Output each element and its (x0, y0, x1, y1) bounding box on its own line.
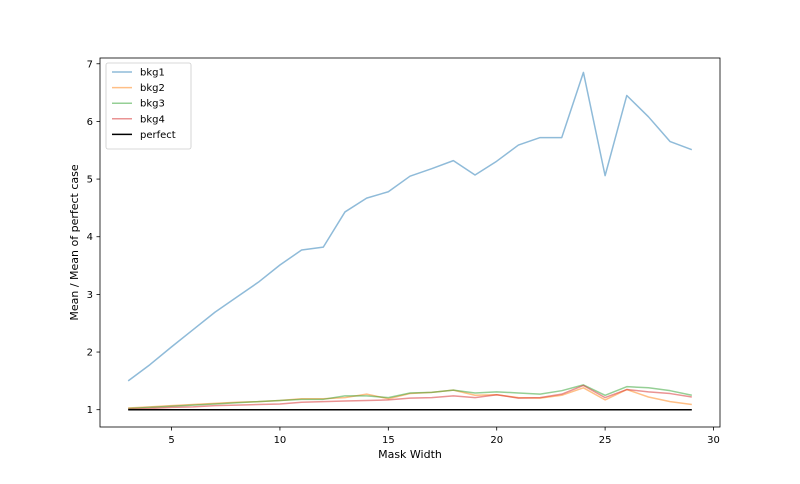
y-tick-label: 3 (87, 290, 93, 301)
y-tick-label: 4 (87, 232, 93, 243)
legend-label-bkg2: bkg2 (140, 83, 165, 94)
x-tick-label: 15 (382, 435, 395, 446)
legend-box (105, 62, 192, 150)
axes: 5 10 15 20 25 30 1 2 3 4 5 6 7 (87, 57, 721, 446)
x-tick-label: 25 (599, 435, 612, 446)
x-tick-label: 10 (274, 435, 287, 446)
series-line-bkg1 (127, 71, 693, 382)
y-tick-label: 1 (87, 405, 93, 416)
series-line-bkg3 (128, 384, 692, 410)
y-tick-label: 5 (87, 175, 93, 186)
legend-label-bkg3: bkg3 (140, 99, 165, 110)
legend-label-bkg4: bkg4 (140, 114, 165, 125)
y-axis-label: Mean / Mean of perfect case (68, 164, 81, 321)
legend-label-bkg1: bkg1 (140, 68, 165, 79)
y-tick-label: 6 (87, 117, 93, 128)
x-tick-label: 30 (707, 435, 720, 446)
legend-label-perfect: perfect (140, 130, 176, 141)
y-tick-label: 2 (87, 348, 93, 359)
plot-frame (99, 57, 721, 428)
x-tick-label: 5 (168, 435, 174, 446)
x-tick-label: 20 (490, 435, 503, 446)
series-lines (127, 71, 693, 411)
series-line-bkg4 (128, 384, 692, 410)
legend: bkg1 bkg2 bkg3 bkg4 perfect (105, 62, 192, 150)
x-axis-label: Mask Width (378, 448, 442, 461)
y-tick-label: 7 (87, 59, 93, 70)
